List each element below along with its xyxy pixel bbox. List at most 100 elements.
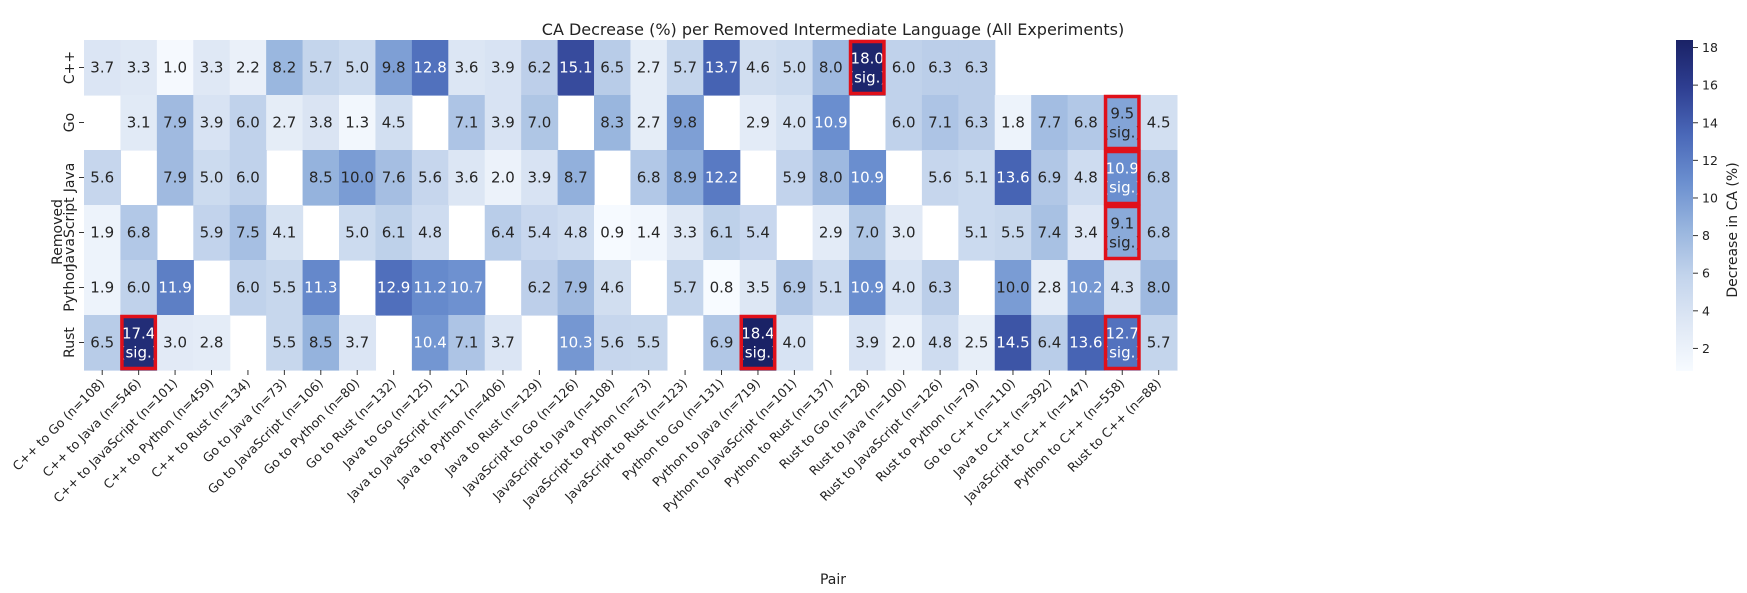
significance-box xyxy=(1103,314,1141,371)
colorbar-label: Decrease in CA (%) xyxy=(1725,162,1741,297)
heatmap-cell xyxy=(557,40,595,96)
cell-value-label: 11.9 xyxy=(158,279,191,297)
cell-value-label: 4.0 xyxy=(782,334,806,352)
heatmap-cell xyxy=(994,95,1032,151)
heatmap-cell xyxy=(411,150,449,206)
cell-value-label: 7.9 xyxy=(564,279,588,297)
heatmap-cell xyxy=(266,260,304,316)
cell-value-label: 4.6 xyxy=(600,279,624,297)
heatmap-cell xyxy=(557,260,595,316)
cell-value-label: 3.1 xyxy=(127,114,151,132)
heatmap-cell xyxy=(229,205,267,261)
cell-value-label: 17.4 xyxy=(122,325,155,343)
significance-label: (sig.) xyxy=(1103,179,1141,197)
cell-value-label: 5.6 xyxy=(418,169,442,187)
heatmap-cell xyxy=(302,260,340,316)
cell-value-label: 4.8 xyxy=(418,224,442,242)
cell-value-label: 3.9 xyxy=(491,59,515,77)
heatmap-cell xyxy=(484,205,522,261)
heatmap-cell xyxy=(484,95,522,151)
heatmap-cell xyxy=(703,40,741,96)
heatmap-cell xyxy=(339,150,377,206)
cell-value-label: 6.9 xyxy=(782,279,806,297)
significance-box xyxy=(120,314,158,371)
heatmap-cell xyxy=(375,150,413,206)
colorbar-tick-label: 10 xyxy=(1702,190,1718,205)
heatmap-cell xyxy=(739,95,777,151)
cell-value-label: 3.7 xyxy=(491,334,515,352)
heatmap-cell xyxy=(156,40,194,96)
cell-value-label: 5.4 xyxy=(527,224,551,242)
cell-value-label: 5.7 xyxy=(309,59,333,77)
colorbar-gradient xyxy=(1676,40,1693,371)
cell-value-label: 6.0 xyxy=(127,279,151,297)
cell-value-label: 2.0 xyxy=(892,334,916,352)
heatmap-cell xyxy=(411,260,449,316)
heatmap-cell xyxy=(958,315,996,371)
cell-value-label: 2.7 xyxy=(637,59,661,77)
heatmap-cell xyxy=(921,260,959,316)
heatmap-cell xyxy=(84,150,122,206)
cell-value-label: 4.0 xyxy=(782,114,806,132)
heatmap-cell xyxy=(1104,260,1142,316)
heatmap-cell xyxy=(1067,150,1105,206)
row-label: C++ xyxy=(62,51,78,84)
cell-value-label: 2.0 xyxy=(491,169,515,187)
cell-value-label: 2.7 xyxy=(272,114,296,132)
colorbar-tick-label: 12 xyxy=(1702,153,1718,168)
heatmap-cell xyxy=(994,205,1032,261)
cell-value-label: 9.8 xyxy=(382,59,406,77)
cell-value-label: 5.1 xyxy=(819,279,843,297)
significance-label: (sig.) xyxy=(739,344,777,362)
cell-value-label: 7.1 xyxy=(928,114,952,132)
cell-value-label: 2.7 xyxy=(637,114,661,132)
cell-value-label: 5.7 xyxy=(1147,334,1171,352)
heatmap-cell xyxy=(849,40,887,96)
cell-value-label: 15.1 xyxy=(559,59,592,77)
cell-value-label: 8.2 xyxy=(272,59,296,77)
cell-value-label: 5.5 xyxy=(1001,224,1025,242)
cell-value-label: 6.1 xyxy=(382,224,406,242)
cell-value-label: 6.8 xyxy=(637,169,661,187)
heatmap-cell xyxy=(958,150,996,206)
heatmap-cell xyxy=(666,205,704,261)
heatmap-cell xyxy=(703,150,741,206)
cell-value-label: 6.9 xyxy=(1037,169,1061,187)
cell-value-label: 5.7 xyxy=(673,279,697,297)
cell-value-label: 12.9 xyxy=(377,279,410,297)
cell-value-label: 0.9 xyxy=(600,224,624,242)
heatmap-cell xyxy=(120,205,158,261)
x-axis-label: Pair xyxy=(820,572,846,588)
significance-label: (sig.) xyxy=(1103,234,1141,252)
cell-value-label: 7.5 xyxy=(236,224,260,242)
significance-box xyxy=(848,39,886,96)
heatmap-cell xyxy=(266,95,304,151)
cell-value-label: 10.2 xyxy=(1069,279,1102,297)
cell-value-label: 6.3 xyxy=(965,59,989,77)
heatmap-cell xyxy=(958,205,996,261)
cell-value-label: 18.4 xyxy=(741,325,774,343)
cell-value-label: 4.3 xyxy=(1110,279,1134,297)
cell-value-label: 3.3 xyxy=(200,59,224,77)
cell-value-label: 2.9 xyxy=(819,224,843,242)
cell-value-label: 11.3 xyxy=(304,279,337,297)
cell-value-label: 5.9 xyxy=(782,169,806,187)
cell-value-label: 5.5 xyxy=(637,334,661,352)
cell-value-label: 6.8 xyxy=(1147,224,1171,242)
heatmap-cell xyxy=(994,315,1032,371)
significance-label: (sig.) xyxy=(1103,124,1141,142)
heatmap-cell xyxy=(885,40,923,96)
cell-value-label: 2.8 xyxy=(200,334,224,352)
heatmap-cell xyxy=(266,315,304,371)
cell-value-label: 9.1 xyxy=(1110,215,1134,233)
heatmap-cell xyxy=(302,315,340,371)
heatmap-cell xyxy=(120,315,158,371)
heatmap-cell xyxy=(229,150,267,206)
cell-value-label: 5.0 xyxy=(782,59,806,77)
heatmap-cell xyxy=(1067,205,1105,261)
cell-value-label: 4.0 xyxy=(892,279,916,297)
heatmap-cell xyxy=(448,150,486,206)
heatmap-cell xyxy=(193,95,231,151)
heatmap-cell xyxy=(1104,150,1142,206)
heatmap-cell xyxy=(156,260,194,316)
